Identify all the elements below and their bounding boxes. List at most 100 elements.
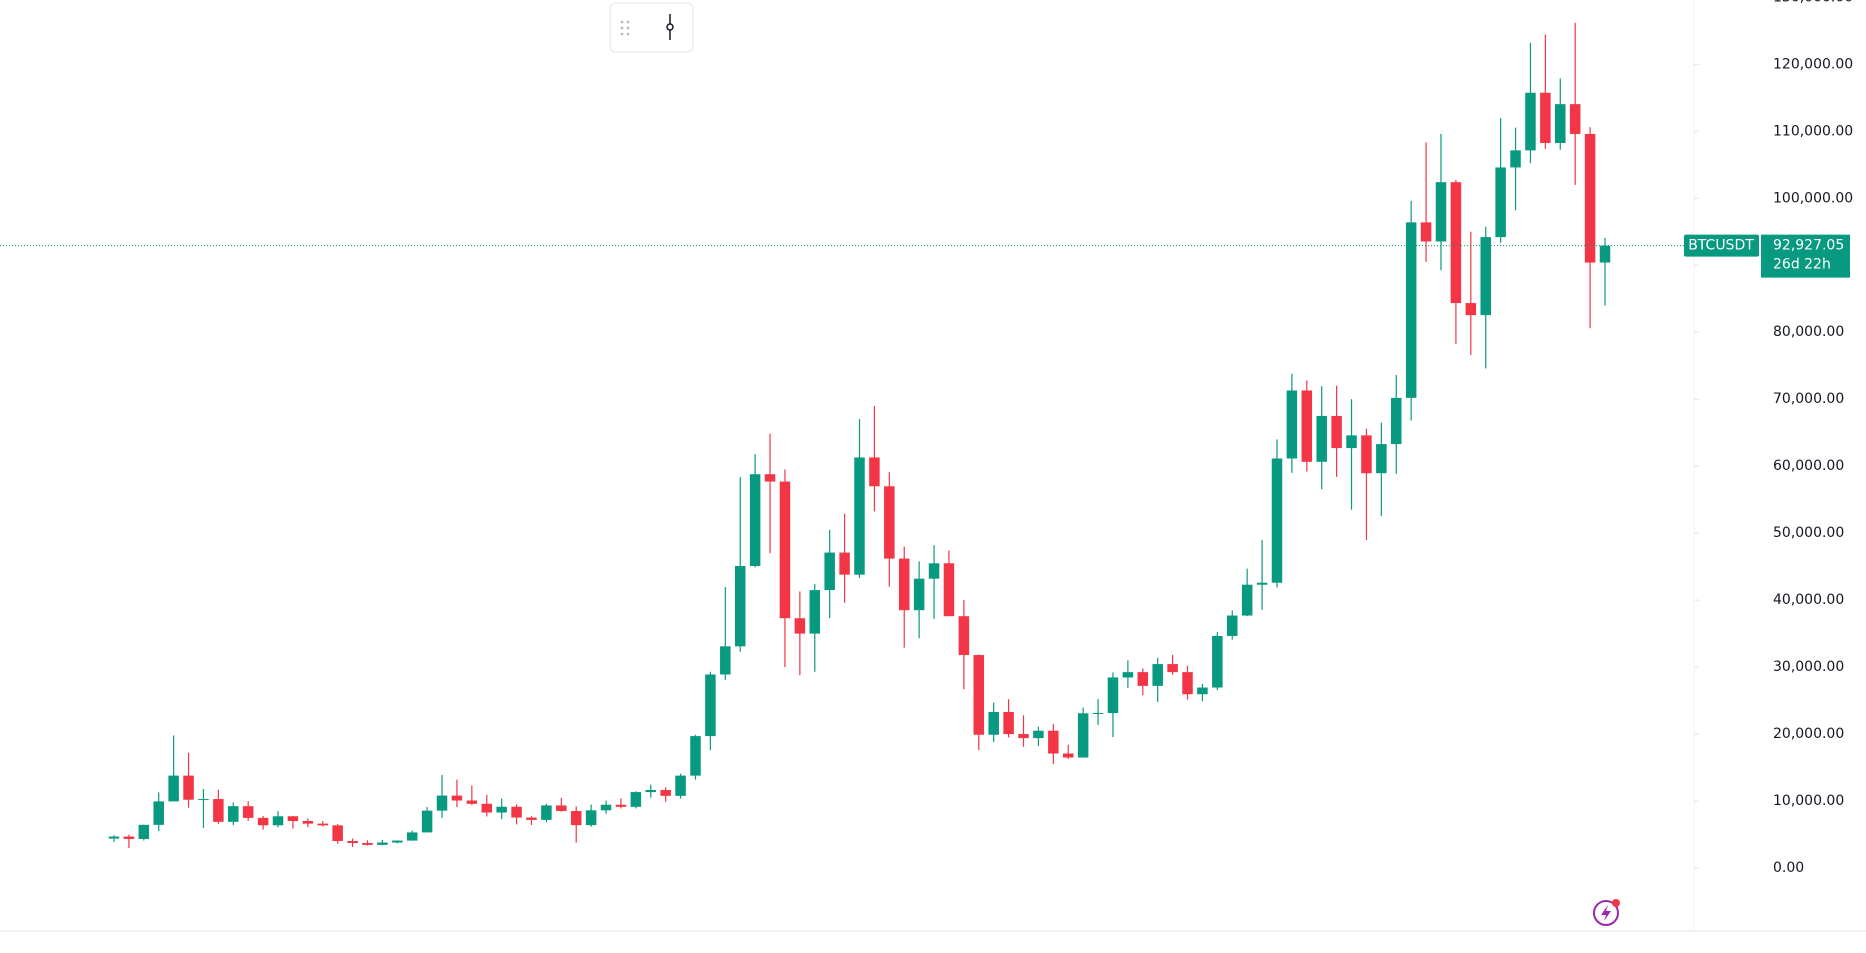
candle-body [123, 836, 135, 839]
y-tick-label: 80,000.00 [1773, 324, 1844, 340]
candle-body [317, 823, 328, 826]
candle-body [1540, 92, 1551, 143]
alert-bolt[interactable] [1601, 905, 1611, 921]
y-tick-label: 110,000.00 [1773, 123, 1853, 139]
candle-body [1480, 237, 1491, 316]
candle-body [1077, 713, 1089, 758]
candle-body [1495, 167, 1506, 238]
candle-body [884, 486, 895, 559]
candle-body [973, 655, 985, 735]
toolbar-box[interactable] [609, 2, 694, 53]
candle-body [1018, 734, 1029, 739]
candle-body [481, 803, 492, 813]
y-tick-label: 20,000.00 [1773, 726, 1844, 742]
candle-body [913, 578, 925, 611]
candle-body [839, 552, 850, 575]
candle-body [1137, 672, 1149, 686]
alert-circle[interactable] [1593, 900, 1619, 926]
candle-body [943, 563, 955, 617]
candle-body [1584, 133, 1596, 263]
candle-body [1227, 615, 1238, 636]
candle-body [720, 646, 731, 675]
candle-body [541, 805, 552, 820]
candle-body [1271, 458, 1283, 583]
candle-body [1167, 664, 1178, 673]
y-tick-label: 0.00 [1773, 860, 1804, 876]
candle-body [615, 804, 627, 807]
y-tick-label: 60,000.00 [1773, 458, 1844, 474]
candle-body [451, 795, 463, 801]
drag-handle[interactable] [620, 20, 630, 36]
price-tag-box [1761, 234, 1850, 278]
candle-body [1331, 415, 1342, 449]
candle-body [377, 842, 388, 845]
candle-body [228, 806, 239, 822]
candle-body [392, 840, 403, 843]
candle-body [183, 775, 194, 800]
candle-body [1555, 104, 1566, 143]
y-tick-label: 30,000.00 [1773, 659, 1844, 675]
candle-body [1435, 182, 1447, 242]
candle-body [1182, 672, 1193, 695]
candle-body [257, 817, 269, 826]
candle-body [436, 795, 448, 811]
candle-body [1241, 584, 1253, 616]
candle-body [1062, 753, 1074, 758]
candle-body [1465, 303, 1477, 316]
candle-body [1107, 677, 1119, 713]
candle-body [1212, 635, 1223, 688]
alert-dot[interactable] [1612, 899, 1620, 907]
candle-body [570, 810, 582, 826]
candle-body [988, 711, 999, 735]
candle-body [198, 799, 209, 801]
candle-body [1256, 582, 1268, 585]
tool-icon-dot[interactable] [666, 23, 674, 31]
candle-body [794, 618, 806, 634]
candle-body [1391, 397, 1402, 445]
candle-body [660, 790, 671, 796]
candle-body [1420, 222, 1432, 242]
candle-body [272, 816, 284, 826]
candle-body [1525, 92, 1536, 151]
candle-body [1286, 390, 1298, 459]
candle-body [1450, 182, 1462, 304]
candle-body [1092, 712, 1104, 714]
candle-body [1376, 444, 1387, 474]
candle-body [1405, 222, 1417, 398]
candle-body [108, 836, 120, 839]
candle-body [1122, 672, 1134, 678]
candle-body [630, 792, 642, 807]
alert-icon[interactable] [1593, 899, 1620, 926]
candle-body [1346, 435, 1357, 449]
y-tick-label: 130,000.00 [1773, 0, 1853, 5]
countdown: 26d 22h [1773, 257, 1831, 273]
candle-body [809, 590, 821, 634]
candle-body [1003, 711, 1014, 735]
y-tick-label: 100,000.00 [1773, 190, 1853, 206]
candle-body [526, 817, 537, 820]
y-tick-label: 40,000.00 [1773, 592, 1844, 608]
candle-body [958, 616, 970, 656]
candle-body [869, 457, 880, 487]
candle-body [347, 840, 358, 843]
y-tick-label: 50,000.00 [1773, 525, 1844, 541]
price-tag: 92,927.05 [1773, 238, 1844, 254]
candle-body [734, 565, 746, 647]
candle-body [302, 821, 314, 824]
candle-body [749, 474, 761, 566]
candle-body [362, 842, 373, 845]
candle-body [645, 790, 657, 793]
candle-body [496, 806, 507, 813]
candle-body [242, 806, 254, 818]
candle-body [898, 558, 910, 611]
candle-body [213, 799, 224, 822]
candle-body [705, 674, 716, 737]
toolbar[interactable] [609, 2, 694, 53]
candle-body [466, 800, 478, 804]
candle-body [585, 810, 597, 826]
candle-body [1197, 687, 1208, 695]
candle-body [1033, 730, 1044, 739]
candle-body [1048, 730, 1059, 754]
candle-body [1599, 245, 1611, 263]
